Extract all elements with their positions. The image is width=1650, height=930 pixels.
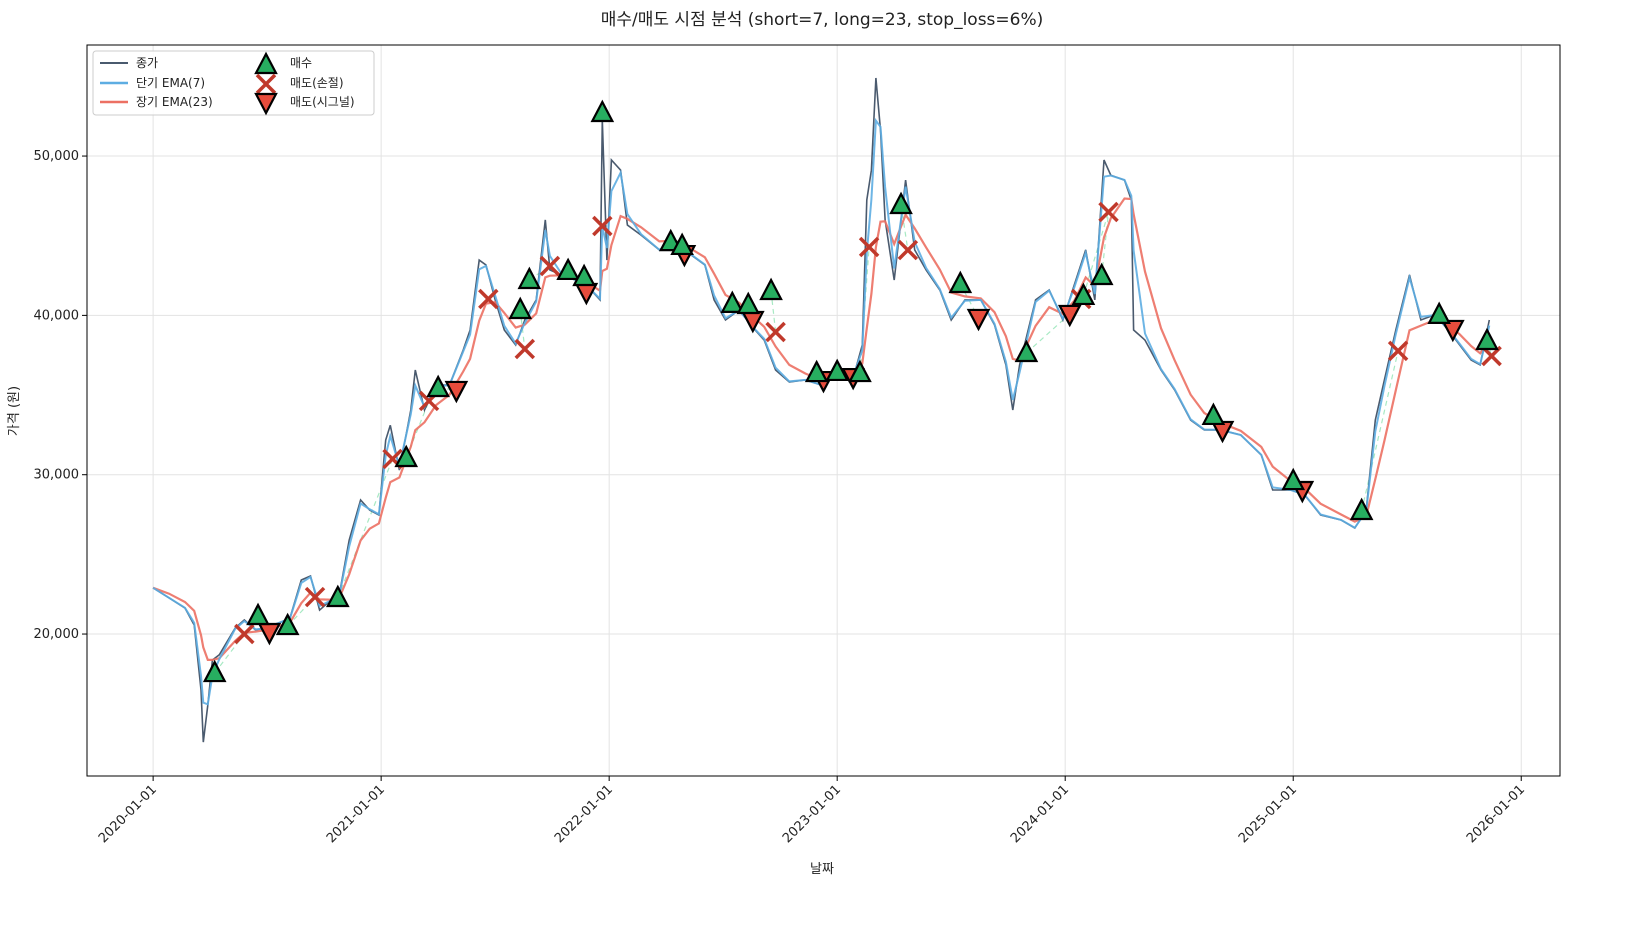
legend-sell-signal-label: 매도(시그널) [290, 95, 355, 109]
sell-stop-marker [514, 338, 536, 360]
cross-stroke [478, 288, 499, 310]
cross-stroke [858, 236, 880, 258]
legend-sell-stop-label: 매도(손절) [290, 76, 344, 90]
trade-line [287, 596, 316, 627]
sell-stop-marker [897, 239, 919, 261]
sell-signal-marker [966, 308, 991, 332]
buy-marker [517, 266, 542, 290]
legend-sell-signal-marker [254, 92, 278, 116]
buy-marker [426, 374, 450, 398]
x-tick-label: 2024-01-01 [1008, 782, 1072, 846]
sell-stop-marker [1098, 201, 1119, 223]
sell-stop-marker [304, 586, 326, 608]
sell-signal-marker [1441, 319, 1465, 343]
buy-marker [1475, 327, 1499, 351]
cross-stroke [539, 255, 561, 277]
sell-signal-marker [444, 380, 469, 404]
y-tick-label: 50,000 [34, 149, 80, 164]
buy-marker [848, 359, 872, 383]
buy-marker [508, 296, 533, 320]
cross-stroke [592, 215, 613, 237]
legend-buy-label: 매수 [290, 56, 312, 70]
buy-marker [948, 270, 973, 294]
buy-marker [556, 257, 580, 281]
grid [87, 45, 1560, 776]
cross-stroke [304, 586, 326, 608]
buy-marker [202, 659, 227, 683]
buy-marker [590, 99, 615, 123]
sell-signal-marker [257, 622, 282, 646]
buy-marker [394, 444, 419, 468]
buy-marker [1281, 467, 1306, 491]
cross-stroke [765, 321, 786, 343]
close-line [152, 77, 1491, 743]
legend: 종가 단기 EMA(7) 장기 EMA(23) 매수 매도(손절) 매도(시그널… [92, 50, 375, 116]
chart-title: 매수/매도 시점 분석 (short=7, long=23, stop_loss… [601, 10, 1044, 30]
x-tick-label: 2022-01-01 [552, 782, 616, 846]
x-tick-label: 2023-01-01 [780, 782, 844, 846]
trade-line [770, 290, 777, 333]
cross-stroke [1098, 201, 1119, 223]
buy-marker [1089, 262, 1114, 286]
x-tick-label: 2026-01-01 [1464, 782, 1528, 846]
buy-marker [275, 612, 300, 636]
cross-stroke [255, 73, 277, 95]
sell-stop-marker [1387, 340, 1409, 362]
y-axis-label: 가격 (원) [7, 386, 22, 436]
buy-marker [825, 358, 850, 382]
legend-sell-stop-marker [255, 73, 277, 95]
buy-marker [1427, 301, 1451, 325]
buy-marker [1071, 282, 1096, 306]
short-ema-line [152, 117, 1491, 706]
legend-close-label: 종가 [136, 56, 158, 70]
sell-stop-marker [478, 288, 499, 310]
trade-line [337, 458, 394, 599]
y-tick-label: 20,000 [34, 627, 80, 642]
cross-stroke [897, 239, 919, 261]
trade-line [1361, 350, 1399, 512]
buy-marker [1014, 339, 1039, 363]
sell-stop-marker [592, 215, 613, 237]
buy-marker [889, 191, 913, 215]
sell-signal-marker [1057, 304, 1082, 328]
trade-line [1082, 211, 1110, 297]
buy-marker [572, 263, 596, 287]
legend-buy-marker [254, 51, 278, 75]
cross-stroke [382, 448, 403, 470]
x-tick-label: 2025-01-01 [1236, 782, 1300, 846]
legend-long-ema-label: 장기 EMA(23) [136, 95, 213, 109]
x-tick-label: 2021-01-01 [324, 782, 388, 846]
buy-marker [720, 290, 745, 314]
sell-stop-marker [765, 321, 786, 343]
x-axis-label: 날짜 [810, 862, 834, 877]
legend-short-ema-label: 단기 EMA(7) [136, 76, 205, 90]
buy-marker [736, 291, 761, 315]
plot-frame [86, 44, 1561, 777]
buy-marker [325, 584, 350, 608]
buy-marker [246, 602, 270, 626]
sell-stop-marker [539, 255, 561, 277]
series [152, 77, 1493, 743]
y-tick-label: 40,000 [34, 308, 80, 323]
sell-stop-marker [858, 236, 880, 258]
cross-stroke [514, 338, 536, 360]
x-tick-label: 2020-01-01 [96, 782, 160, 846]
trade-line [900, 204, 909, 251]
buy-marker [759, 277, 783, 301]
markers [202, 99, 1502, 683]
long-ema-line [152, 197, 1491, 661]
y-tick-label: 30,000 [34, 468, 80, 483]
legend-box [92, 50, 375, 116]
buy-marker [670, 232, 694, 256]
buy-marker [1201, 402, 1226, 426]
buy-marker [804, 359, 829, 383]
buy-marker [1349, 497, 1374, 521]
cross-stroke [1387, 340, 1409, 362]
cross-stroke [234, 623, 255, 645]
sell-stop-marker [234, 623, 255, 645]
